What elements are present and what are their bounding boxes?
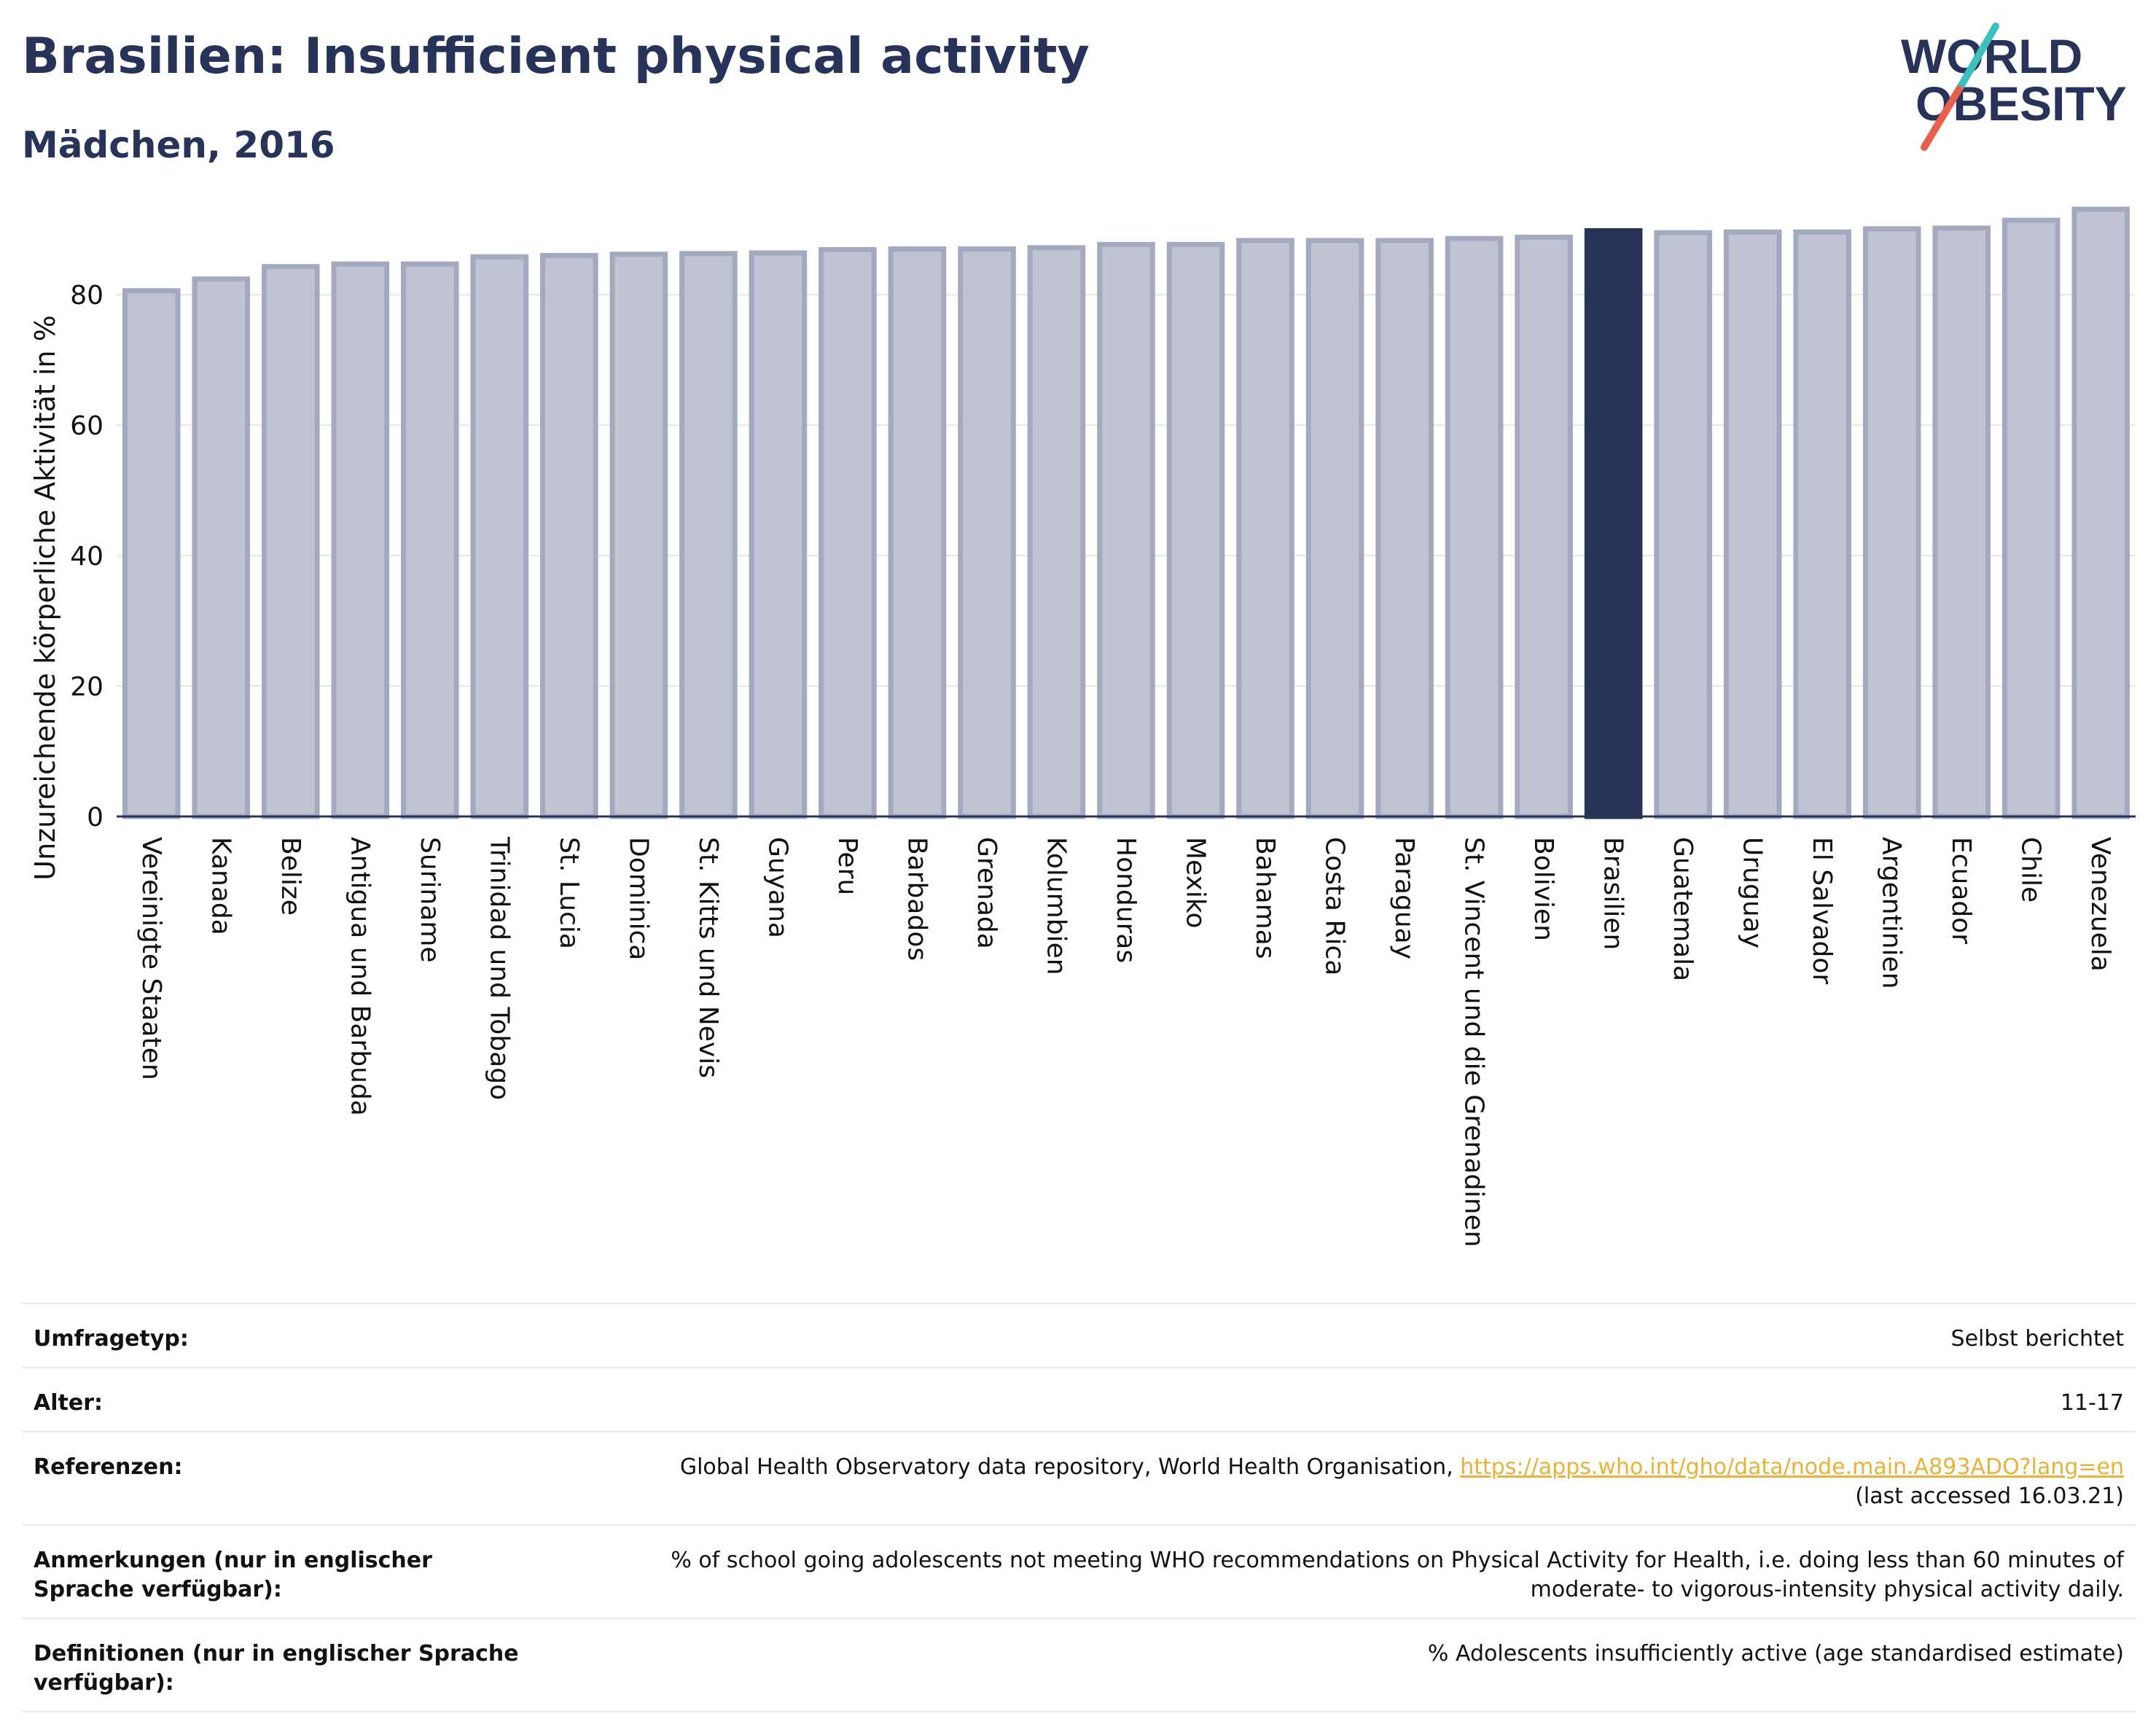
x-tick-label: Argentinien (1877, 837, 1907, 989)
x-tick-label: Grenada (972, 837, 1001, 949)
x-tick-label: Peru (832, 837, 862, 895)
x-tick-label: Paraguay (1389, 837, 1419, 959)
x-tick-label: Uruguay (1738, 837, 1768, 948)
bar-guatemala (1654, 230, 1712, 819)
bar-chile (2001, 217, 2061, 819)
bar-ecuador (1932, 225, 1991, 819)
page-title: Brasilien: Insufficient physical activit… (22, 28, 1090, 85)
x-tick-label: Kanada (206, 837, 235, 935)
info-row-survey-type: Umfragetyp: Selbst berichtet (22, 1303, 2136, 1368)
x-tick-label: Costa Rica (1320, 837, 1350, 975)
bar-argentinien (1862, 226, 1921, 819)
bar-mexiko (1166, 241, 1225, 819)
info-value: % of school going adolescents not meetin… (541, 1524, 2136, 1618)
world-obesity-logo: WORLD OBESITY (1901, 23, 2127, 151)
x-tick-label: Chile (2016, 837, 2046, 902)
bar-bahamas (1236, 238, 1294, 819)
info-row-age: Alter: 11-17 (22, 1367, 2136, 1432)
x-tick-label: Antigua und Barbuda (345, 837, 375, 1116)
x-tick-label: Brasilien (1598, 837, 1628, 950)
bar-brasilien (1584, 228, 1643, 819)
x-tick-label: Vereinigte Staaten (136, 837, 166, 1080)
reference-text: Global Health Observatory data repositor… (679, 1454, 1461, 1480)
reference-accessed: (last accessed 16.03.21) (1855, 1483, 2124, 1509)
info-label: Anmerkungen (nur in englischer Sprache v… (22, 1524, 541, 1618)
bar-dominica (609, 252, 668, 819)
info-label: Referenzen: (22, 1431, 541, 1525)
x-tick-label: Bolivien (1528, 837, 1558, 941)
info-row-notes: Anmerkungen (nur in englischer Sprache v… (22, 1524, 2136, 1618)
bar-chart: 0 20 40 60 80 Vereinigte Staaten Kanada Belize… (29, 206, 2136, 1247)
x-tick-label: Venezuela (2085, 837, 2115, 972)
logo-slash-bottom (1921, 85, 1963, 151)
x-tick-label: Ecuador (1946, 837, 1976, 944)
bar-antigua-und-barbuda (331, 261, 390, 819)
y-tick-label: 40 (70, 542, 103, 572)
y-tick-label: 80 (70, 281, 103, 311)
info-label: Definitionen (nur in englischer Sprache … (22, 1618, 541, 1712)
info-value: Global Health Observatory data repositor… (541, 1431, 2136, 1525)
bar-uruguay (1723, 229, 1782, 819)
x-tick-label: Suriname (415, 837, 445, 963)
x-tick-label: Guatemala (1668, 837, 1698, 981)
x-tick-label: Barbados (902, 837, 931, 961)
y-tick-label: 60 (70, 411, 103, 441)
x-tick-label: Trinidad und Tobago (484, 836, 514, 1100)
x-tick-label: St. Kitts und Nevis (693, 837, 723, 1078)
x-tick-label: Honduras (1111, 837, 1141, 963)
info-label: Umfragetyp: (22, 1303, 541, 1368)
bar-el-salvador (1793, 229, 1851, 819)
bar-vereinigte-staaten (122, 288, 181, 819)
x-tick-label: Mexiko (1181, 837, 1211, 928)
bar-bolivien (1515, 234, 1573, 819)
logo-slash-top (1956, 23, 1999, 93)
x-tick-label: Dominica (623, 837, 653, 961)
x-tick-label: St. Lucia (554, 837, 584, 949)
x-tick-label: Guyana (762, 837, 792, 938)
bar-belize (261, 264, 320, 819)
bar-st-lucia (540, 253, 598, 819)
x-tick-label: Kolumbien (1041, 837, 1071, 975)
bar-barbados (888, 246, 947, 819)
reference-link[interactable]: https://apps.who.int/gho/data/node.main.… (1460, 1454, 2124, 1480)
bar-suriname (401, 261, 459, 819)
y-tick-label: 0 (87, 803, 103, 833)
x-tick-label: Bahamas (1250, 837, 1280, 959)
bar-st-kitts-und-nevis (679, 251, 738, 819)
bar-venezuela (2071, 206, 2130, 819)
info-row-definitions: Definitionen (nur in englischer Sprache … (22, 1618, 2136, 1712)
x-tick-label: El Salvador (1807, 837, 1837, 984)
bars (122, 206, 2130, 819)
bar-kolumbien (1027, 245, 1086, 819)
bar-paraguay (1375, 238, 1434, 819)
bar-st-vincent-und-die-grenadinen (1445, 235, 1504, 819)
info-table: Umfragetyp: Selbst berichtet Alter: 11-1… (22, 1303, 2136, 1712)
x-tick-label: Belize (276, 837, 305, 916)
info-label: Alter: (22, 1367, 541, 1432)
info-value: 11-17 (541, 1367, 2136, 1432)
bar-honduras (1097, 241, 1155, 819)
info-row-references: Referenzen: Global Health Observatory da… (22, 1431, 2136, 1525)
x-tick-labels: Vereinigte Staaten Kanada Belize Antigua un… (136, 836, 2115, 1247)
y-axis-label: Unzureichende körperliche Aktivität in % (29, 315, 61, 880)
bar-guyana (749, 250, 808, 819)
bar-peru (819, 246, 877, 819)
x-tick-label: St. Vincent und die Grenadinen (1459, 837, 1489, 1247)
y-tick-labels: 0 20 40 60 80 (70, 281, 103, 833)
bar-grenada (958, 246, 1016, 819)
bar-kanada (192, 276, 251, 819)
page-subtitle: Mädchen, 2016 (22, 124, 335, 166)
info-value: Selbst berichtet (541, 1303, 2136, 1368)
y-tick-label: 20 (70, 672, 103, 702)
info-value: % Adolescents insufficiently active (age… (541, 1618, 2136, 1712)
bar-costa-rica (1305, 238, 1364, 819)
bar-trinidad-und-tobago (470, 254, 529, 819)
